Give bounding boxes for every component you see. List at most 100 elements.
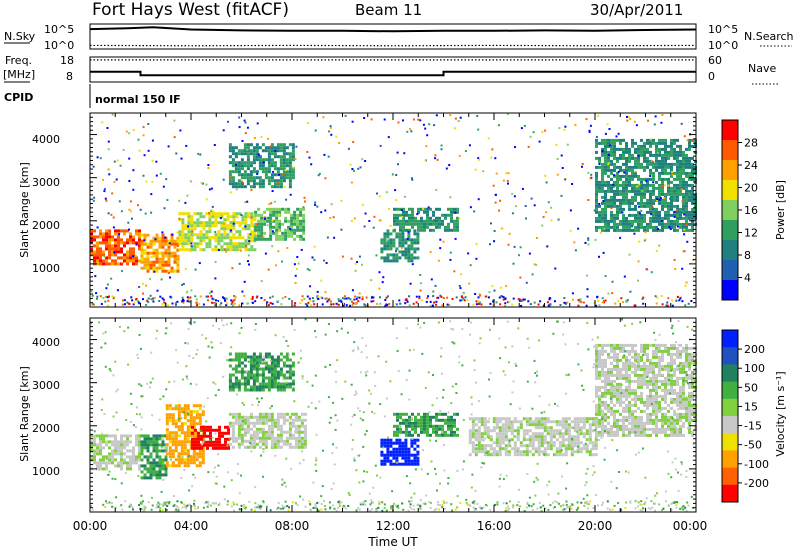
echo-cell [252,361,256,365]
echo-cell [111,455,114,459]
echo-cell [243,418,247,422]
scatter-echo [602,251,605,254]
echo-cell [273,385,277,389]
echo-cell [622,138,625,142]
echo-cell [276,442,280,446]
near-range-echo [517,298,520,301]
echo-cell [164,242,168,246]
scatter-echo [430,278,433,281]
echo-cell [516,420,520,424]
scatter-echo [174,302,177,305]
echo-cell [441,418,444,422]
echo-cell [184,248,188,252]
echo-cell [380,250,384,254]
echo-cell [601,364,604,368]
echo-cell [263,210,267,214]
echo-cell [146,269,150,273]
near-range-echo [379,296,381,299]
scatter-echo [668,225,671,228]
echo-cell [447,225,450,229]
echo-cell [525,429,529,433]
echo-cell [261,373,265,377]
echo-cell [206,434,209,438]
echo-cell [426,421,429,425]
echo-cell [386,232,390,236]
echo-cell [258,182,262,186]
echo-cell [519,426,523,430]
echo-cell [108,440,111,444]
scatter-echo [541,131,544,133]
echo-cell [573,420,577,424]
echo-cell [525,417,529,421]
echo-cell [646,222,649,226]
scatter-echo [512,262,515,265]
scatter-echo [213,144,216,146]
echo-cell [616,346,619,350]
scatter-echo [372,226,375,229]
echo-cell [604,141,607,145]
echo-cell [625,162,628,166]
echo-cell [273,179,277,183]
noise-panel-frame [89,23,697,50]
echo-cell [691,183,694,187]
echo-cell [634,355,637,359]
echo-cell [264,382,268,386]
echo-cell [543,441,547,445]
echo-cell [604,403,607,407]
echo-cell [607,421,610,425]
echo-cell [640,219,643,223]
echo-cell [282,179,286,183]
echo-cell [420,225,423,229]
echo-cell [471,429,475,433]
scatter-echo [304,200,306,203]
echo-cell [610,367,613,371]
echo-cell [685,180,688,184]
echo-cell [161,266,165,270]
scatter-echo [683,135,686,138]
scatter-echo [143,239,146,242]
scatter-echo [609,144,612,147]
echo-cell [226,236,230,240]
echo-cell [270,358,274,362]
echo-cell [619,204,622,208]
echo-cell [255,373,259,377]
echo-cell [595,204,598,208]
scatter-echo [647,119,650,122]
echo-cell [228,143,232,147]
echo-cell [495,450,499,454]
echo-cell [285,170,289,174]
echo-cell [294,442,298,446]
echo-cell [604,358,607,362]
freq-panel-frame [89,56,697,83]
echo-cell [167,260,171,264]
echo-cell [413,456,417,460]
echo-cell [613,418,616,422]
echo-cell [495,432,499,436]
echo-cell [613,355,616,359]
echo-cell [682,225,685,229]
echo-cell [610,144,613,148]
echo-cell [670,219,673,223]
echo-cell [610,355,613,359]
scatter-echo [669,197,671,200]
noise-tick-left-top: 10^5 [44,23,74,36]
echo-cell [146,443,150,447]
echo-cell [183,431,187,435]
echo-cell [613,183,616,187]
echo-cell [240,167,244,171]
near-range-echo [260,297,263,299]
echo-cell [625,222,628,226]
scatter-echo [121,270,123,273]
echo-cell [232,227,236,231]
echo-cell [616,177,619,181]
echo-cell [598,430,601,434]
near-range-echo [353,295,356,298]
echo-cell [468,438,472,442]
echo-cell [291,418,295,422]
echo-cell [102,262,105,266]
echo-cell [676,210,679,214]
echo-cell [296,219,300,223]
echo-cell [285,442,289,446]
echo-cell [414,427,417,431]
echo-cell [114,446,117,450]
